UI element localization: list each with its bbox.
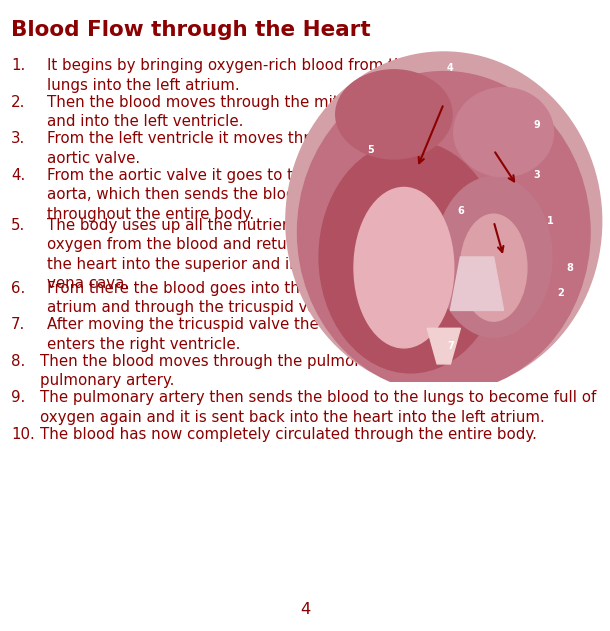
Text: 3: 3 (534, 170, 540, 180)
Text: 9.: 9. (11, 391, 25, 406)
Ellipse shape (436, 177, 552, 337)
Text: From the left ventricle it moves through the
aortic valve.: From the left ventricle it moves through… (47, 131, 377, 166)
Text: The body uses up all the nutrients and
oxygen from the blood and returns it to
t: The body uses up all the nutrients and o… (47, 218, 345, 292)
Text: 5: 5 (367, 145, 374, 155)
Text: 9: 9 (534, 120, 540, 130)
Text: Blood Flow through the Heart: Blood Flow through the Heart (11, 20, 371, 40)
Text: After moving the tricuspid valve the blood then
enters the right ventricle.: After moving the tricuspid valve the blo… (47, 317, 404, 352)
Text: 8: 8 (567, 262, 573, 273)
Text: From there the blood goes into the right
atrium and through the tricuspid valve.: From there the blood goes into the right… (47, 281, 350, 316)
Text: 5.: 5. (11, 218, 25, 233)
Polygon shape (427, 328, 461, 364)
Text: The blood has now completely circulated through the entire body.: The blood has now completely circulated … (40, 427, 537, 442)
Ellipse shape (454, 88, 553, 177)
Ellipse shape (286, 52, 601, 391)
Text: Then the blood moves through the mitral valve
and into the left ventricle.: Then the blood moves through the mitral … (47, 95, 404, 129)
Text: 4: 4 (300, 602, 310, 617)
Text: 3.: 3. (11, 131, 25, 146)
Text: 2.: 2. (11, 95, 26, 110)
Text: The pulmonary artery then sends the blood to the lungs to become full of
oxygen : The pulmonary artery then sends the bloo… (40, 391, 596, 425)
Text: 4.: 4. (11, 168, 25, 182)
Ellipse shape (298, 71, 590, 392)
Text: From the aortic valve it goes to the
aorta, which then sends the blood
throughou: From the aortic valve it goes to the aor… (47, 168, 312, 221)
Text: 4: 4 (447, 63, 454, 73)
Ellipse shape (354, 187, 454, 348)
Text: 1.: 1. (11, 58, 25, 73)
Text: 6.: 6. (11, 281, 25, 296)
Ellipse shape (336, 70, 452, 159)
Polygon shape (450, 257, 504, 310)
Text: 8.: 8. (11, 354, 25, 369)
Text: 7.: 7. (11, 317, 25, 333)
Ellipse shape (319, 141, 502, 373)
Text: 1: 1 (547, 216, 553, 227)
Text: It begins by bringing oxygen-rich blood from the
lungs into the left atrium.: It begins by bringing oxygen-rich blood … (47, 58, 413, 93)
Text: 6: 6 (457, 206, 464, 216)
Text: Then the blood moves through the pulmonary valve into the
pulmonary artery.: Then the blood moves through the pulmona… (40, 354, 497, 389)
Text: 10.: 10. (11, 427, 35, 442)
Text: 2: 2 (557, 288, 564, 298)
Text: 7: 7 (447, 341, 454, 351)
Ellipse shape (461, 214, 527, 321)
